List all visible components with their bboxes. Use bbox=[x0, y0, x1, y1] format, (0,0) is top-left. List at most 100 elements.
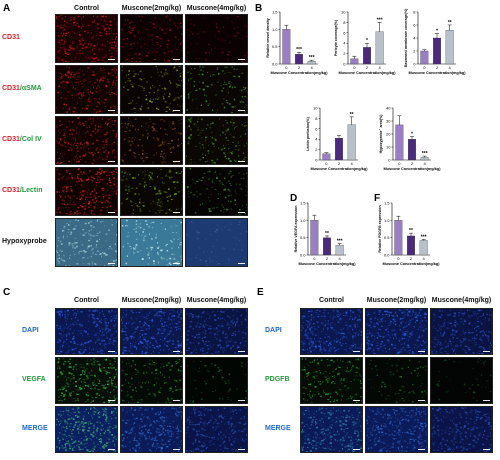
micrograph-tile bbox=[120, 357, 183, 404]
bar bbox=[347, 124, 356, 161]
scale-bar bbox=[238, 351, 245, 352]
column-header: Control bbox=[74, 297, 99, 304]
row-label-part: PDGFB bbox=[265, 375, 290, 383]
column-header: Muscone(2mg/kg) bbox=[366, 297, 427, 304]
micrograph-tile bbox=[55, 406, 118, 453]
scale-bar bbox=[108, 59, 115, 60]
x-axis-label: Muscone Concentration(mg/kg) bbox=[299, 262, 357, 266]
micrograph-tile bbox=[55, 14, 118, 63]
row-label-part: VEGFA bbox=[22, 375, 46, 383]
significance-label: ** bbox=[325, 231, 329, 237]
scale-bar bbox=[108, 449, 115, 450]
panel-letter-d: D bbox=[290, 193, 298, 204]
y-tick-label: 0.0 bbox=[300, 253, 306, 258]
x-tick-label: 0 bbox=[423, 65, 426, 70]
x-tick-label: 0 bbox=[397, 256, 400, 261]
micrograph-tile bbox=[185, 65, 248, 114]
scale-bar bbox=[238, 212, 245, 213]
x-tick-label: 2 bbox=[436, 65, 439, 70]
micrograph-tile bbox=[185, 357, 248, 404]
bar bbox=[395, 124, 404, 161]
row-label-part: CD31 bbox=[2, 33, 20, 41]
row-label-part: /αSMA bbox=[19, 84, 42, 92]
scale-bar bbox=[353, 449, 360, 450]
panel-letter-e: E bbox=[257, 287, 264, 298]
microscopy-grid-a: Control Muscone(2mg/kg) Muscone(4mg/kg) CD3… bbox=[0, 0, 250, 280]
significance-label: * bbox=[436, 28, 438, 34]
micrograph-tile bbox=[120, 14, 183, 63]
x-tick-label: 0 bbox=[353, 65, 356, 70]
y-tick-label: 6 bbox=[315, 126, 318, 131]
bar bbox=[433, 37, 441, 65]
bar bbox=[350, 58, 359, 65]
x-axis-label: Muscone Concentration(mg/kg) bbox=[311, 167, 369, 171]
row-label: CD31/Col IV bbox=[2, 136, 42, 143]
row-label-part: DAPI bbox=[265, 326, 282, 334]
y-tick-label: 1.5 bbox=[272, 10, 278, 15]
x-tick-label: 4 bbox=[423, 256, 426, 261]
x-tick-label: 2 bbox=[326, 256, 329, 261]
bar bbox=[335, 138, 343, 161]
scale-bar bbox=[173, 351, 180, 352]
x-axis-label: Muscone Concentration(mg/kg) bbox=[384, 167, 442, 171]
micrograph-tile bbox=[365, 406, 428, 453]
bar bbox=[407, 235, 415, 256]
scale-bar bbox=[173, 400, 180, 401]
y-tick-label: 1.0 bbox=[300, 218, 306, 223]
micrograph-tile bbox=[430, 406, 493, 453]
x-tick-label: 2 bbox=[410, 256, 413, 261]
row-label-part: /Lectin bbox=[19, 186, 43, 194]
y-axis-label: Hypoxyprobe⁺ area(%) bbox=[379, 114, 383, 154]
y-axis-label: Relative VEGFA expression bbox=[294, 206, 298, 253]
significance-label: *** bbox=[422, 151, 428, 157]
micrograph-tile bbox=[55, 167, 118, 216]
micrograph-tile bbox=[365, 357, 428, 404]
y-tick-label: 1.0 bbox=[272, 27, 278, 32]
scale-bar bbox=[173, 449, 180, 450]
panel-letter-c: C bbox=[3, 287, 11, 298]
micrograph-tile bbox=[365, 308, 428, 355]
column-header: Muscone(4mg/kg) bbox=[186, 5, 247, 12]
bar bbox=[310, 220, 319, 256]
y-tick-label: 0.5 bbox=[300, 235, 306, 240]
y-axis-label: Pericyte coverage(%) bbox=[334, 19, 338, 56]
scale-bar bbox=[353, 400, 360, 401]
column-header: Muscone(4mg/kg) bbox=[186, 297, 247, 304]
y-tick-label: 20 bbox=[386, 132, 391, 137]
row-label: PDGFB bbox=[265, 376, 290, 383]
micrograph-tile bbox=[55, 218, 118, 267]
scale-bar bbox=[173, 59, 180, 60]
row-label-part: DAPI bbox=[22, 326, 39, 334]
y-tick-label: 30 bbox=[386, 119, 391, 124]
micrograph-tile bbox=[120, 308, 183, 355]
x-tick-label: 0 bbox=[398, 161, 401, 166]
micrograph-tile bbox=[185, 308, 248, 355]
bar bbox=[394, 220, 403, 256]
row-label-part: CD31 bbox=[2, 84, 20, 92]
scale-bar bbox=[108, 351, 115, 352]
y-axis-label: Relative PDGFB expression bbox=[378, 205, 382, 252]
row-label-part: MERGE bbox=[22, 424, 48, 432]
micrograph-tile bbox=[55, 116, 118, 165]
scale-bar bbox=[418, 351, 425, 352]
x-axis-label: Muscone Concentration(mg/kg) bbox=[339, 71, 397, 75]
bar bbox=[420, 157, 429, 161]
bar bbox=[335, 245, 344, 256]
micrograph-tile bbox=[185, 167, 248, 216]
y-tick-label: 4 bbox=[413, 36, 416, 41]
micrograph-tile bbox=[185, 406, 248, 453]
row-label-part: MERGE bbox=[265, 424, 291, 432]
significance-label: *** bbox=[296, 47, 302, 53]
micrograph-tile bbox=[120, 116, 183, 165]
y-tick-label: 0 bbox=[388, 158, 391, 163]
y-tick-label: 10 bbox=[341, 10, 346, 15]
x-tick-label: 0 bbox=[313, 256, 316, 261]
micrograph-tile bbox=[185, 116, 248, 165]
bar bbox=[323, 237, 331, 256]
row-label: Hypoxyprobe bbox=[2, 238, 47, 245]
scale-bar bbox=[173, 110, 180, 111]
row-label: MERGE bbox=[22, 425, 48, 432]
scale-bar bbox=[418, 400, 425, 401]
panel-letter-a: A bbox=[3, 3, 11, 14]
y-tick-label: 6 bbox=[413, 23, 416, 28]
